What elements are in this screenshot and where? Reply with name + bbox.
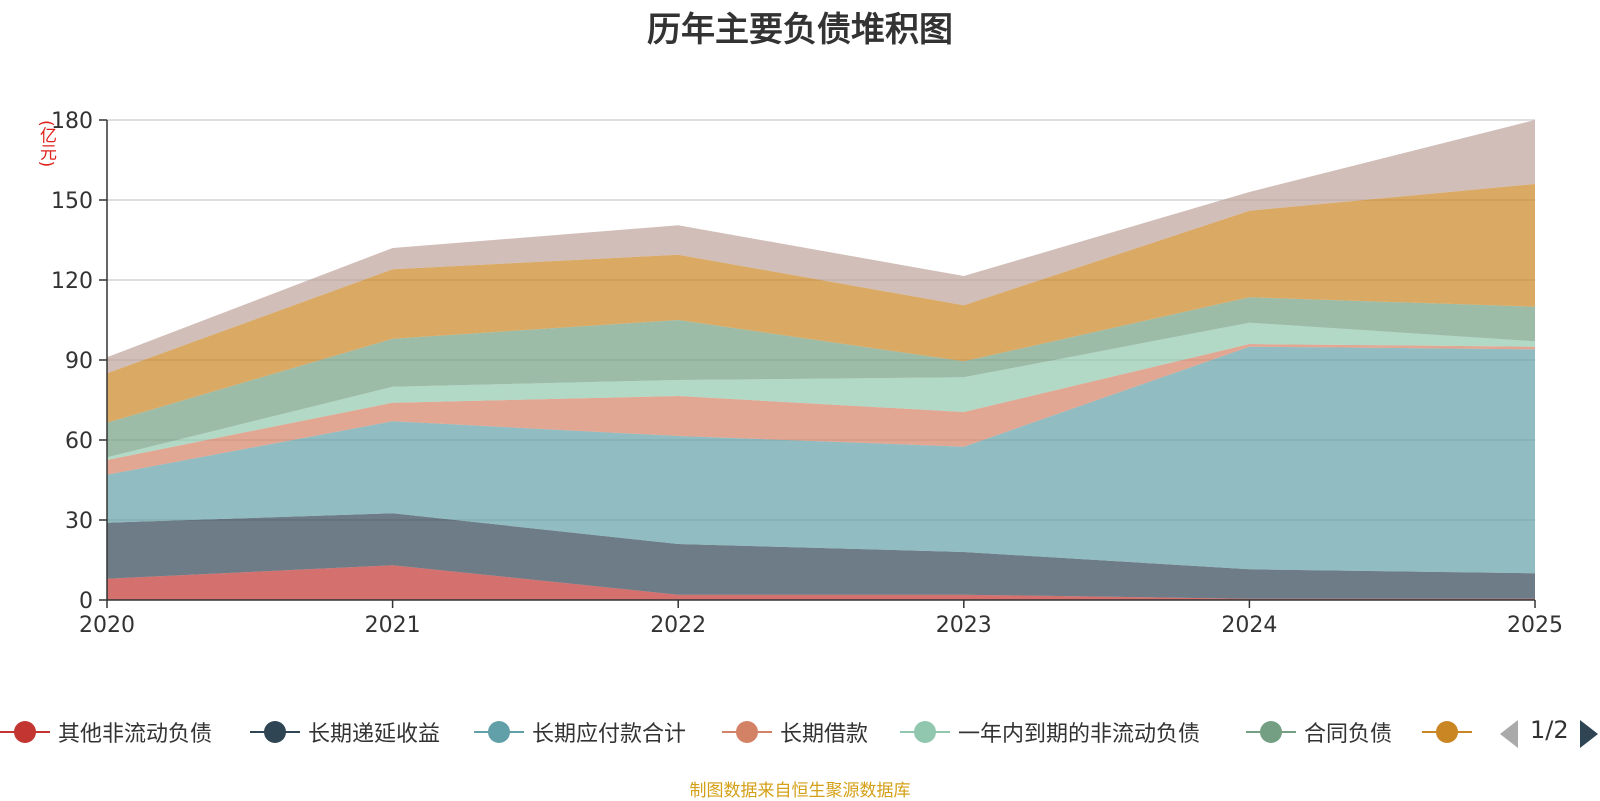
legend-symbol-4 — [900, 719, 950, 745]
legend-symbol-0 — [0, 719, 50, 745]
legend-label-0: 其他非流动负债 — [58, 722, 213, 747]
area-series-1[interactable] — [107, 513, 1535, 599]
y-tick-label-150: 150 — [51, 189, 93, 214]
legend-symbol-6 — [1422, 719, 1472, 745]
legend-item-1[interactable]: 长期递延收益 — [250, 712, 440, 752]
legend-label-2: 长期应付款合计 — [532, 722, 687, 747]
y-axis-unit-label: (亿元) — [36, 120, 56, 168]
y-tick-label-120: 120 — [51, 269, 93, 294]
legend-item-0[interactable]: 其他非流动负债 — [0, 712, 212, 752]
legend-next-page-icon[interactable] — [1580, 720, 1598, 748]
legend-dot-3 — [736, 721, 758, 743]
legend-page-indicator: 1/2 — [1530, 716, 1569, 744]
x-tick-label-2020: 2020 — [79, 613, 135, 638]
legend-dot-1 — [264, 721, 286, 743]
legend-label-4: 一年内到期的非流动负债 — [958, 722, 1201, 747]
legend-label-5: 合同负债 — [1304, 722, 1393, 747]
x-tick-label-2024: 2024 — [1221, 613, 1277, 638]
legend-dot-5 — [1260, 721, 1282, 743]
x-tick-label-2022: 2022 — [650, 613, 706, 638]
legend-item-2[interactable]: 长期应付款合计 — [474, 712, 686, 752]
area-series-0[interactable] — [107, 565, 1535, 600]
legend-item-3[interactable]: 长期借款 — [722, 712, 868, 752]
legend-dot-6 — [1436, 721, 1458, 743]
legend-symbol-5 — [1246, 719, 1296, 745]
source-note: 制图数据来自恒生聚源数据库 — [689, 781, 911, 801]
axes: 0 30 60 90 120 150 180 2020 2021 2022 2023 2024 2025 — [51, 109, 1563, 638]
y-tick-label-90: 90 — [65, 349, 93, 374]
legend-item-5[interactable]: 合同负债 — [1246, 712, 1392, 752]
legend-dot-2 — [488, 721, 510, 743]
legend-label-3: 长期借款 — [780, 722, 869, 747]
legend-item-4[interactable]: 一年内到期的非流动负债 — [900, 712, 1200, 752]
stacked-area-chart: 0 30 60 90 120 150 180 2020 2021 2022 2023 2024 2025 — [51, 109, 1563, 638]
chart-title: 历年主要负债堆积图 — [647, 10, 953, 50]
y-tick-label-30: 30 — [65, 509, 93, 534]
area-series-layer — [107, 120, 1535, 600]
legend-symbol-3 — [722, 719, 772, 745]
legend-dot-4 — [914, 721, 936, 743]
area-series-4[interactable] — [107, 322, 1535, 460]
y-tick-label-180: 180 — [51, 109, 93, 134]
area-series-6[interactable] — [107, 184, 1535, 423]
legend: 其他非流动负债 长期递延收益 长期应付款合计 长期借款 一年内到期的非流动负债 — [0, 712, 1600, 752]
area-series-2[interactable] — [107, 346, 1535, 574]
legend-symbol-1 — [250, 719, 300, 745]
legend-dot-0 — [14, 721, 36, 743]
y-tick-label-60: 60 — [65, 429, 93, 454]
legend-prev-page-icon[interactable] — [1500, 720, 1518, 748]
legend-item-6[interactable] — [1422, 712, 1480, 752]
legend-symbol-2 — [474, 719, 524, 745]
legend-label-1: 长期递延收益 — [308, 722, 441, 747]
area-series-5[interactable] — [107, 297, 1535, 458]
y-tick-label-0: 0 — [79, 589, 93, 614]
x-tick-label-2025: 2025 — [1507, 613, 1563, 638]
x-tick-label-2021: 2021 — [365, 613, 421, 638]
x-tick-label-2023: 2023 — [936, 613, 992, 638]
area-series-3[interactable] — [107, 344, 1535, 475]
